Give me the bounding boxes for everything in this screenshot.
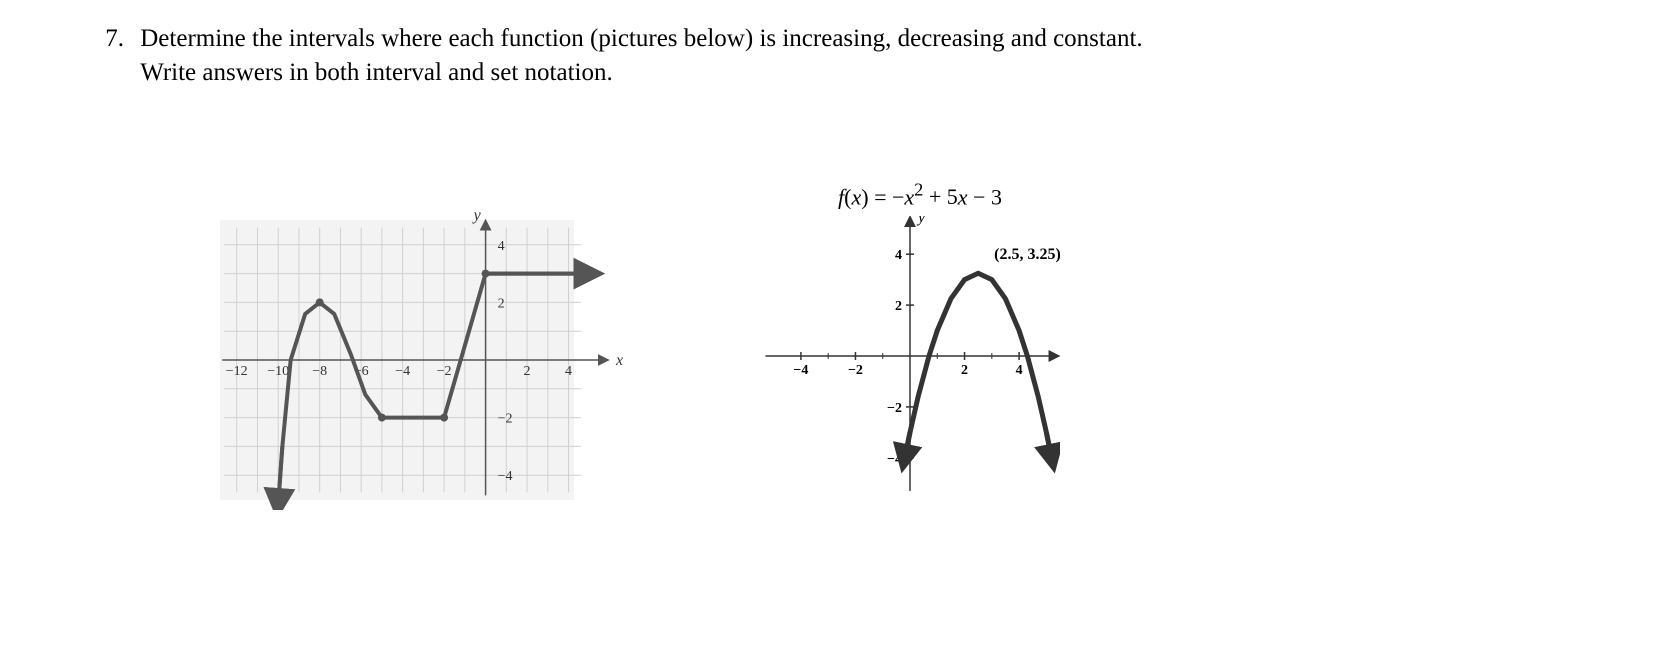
svg-text:2: 2 bbox=[961, 363, 968, 378]
question-text: Determine the intervals where each funct… bbox=[140, 22, 1540, 90]
svg-text:−2: −2 bbox=[848, 363, 863, 378]
function-label: f(x) = −x2 + 5x − 3 bbox=[760, 180, 1080, 210]
svg-text:−2: −2 bbox=[498, 412, 513, 427]
svg-text:y: y bbox=[472, 210, 482, 224]
svg-text:−8: −8 bbox=[312, 364, 327, 379]
svg-text:−4: −4 bbox=[395, 364, 410, 379]
svg-text:−12: −12 bbox=[226, 364, 248, 379]
svg-text:−4: −4 bbox=[498, 469, 513, 484]
left-graph: −12−10−8−6−4−224−4−224xy bbox=[210, 210, 640, 510]
svg-text:2: 2 bbox=[524, 364, 531, 379]
left-graph-container: −12−10−8−6−4−224−4−224xy bbox=[210, 210, 640, 510]
svg-text:4: 4 bbox=[895, 249, 902, 264]
svg-text:4: 4 bbox=[1016, 363, 1023, 378]
question-line-1: Determine the intervals where each funct… bbox=[140, 25, 1142, 52]
page: 7. Determine the intervals where each fu… bbox=[0, 0, 1668, 663]
svg-text:4: 4 bbox=[565, 364, 572, 379]
svg-text:−10: −10 bbox=[267, 364, 289, 379]
svg-text:y: y bbox=[916, 216, 926, 226]
svg-text:x: x bbox=[615, 352, 623, 369]
svg-text:4: 4 bbox=[498, 239, 505, 254]
right-graph: −4−224−4−224xy(2.5, 3.25) bbox=[760, 216, 1060, 496]
right-graph-container: f(x) = −x2 + 5x − 3 −4−224−4−224xy(2.5, … bbox=[760, 180, 1080, 496]
question-line-2: Write answers in both interval and set n… bbox=[140, 59, 613, 86]
svg-text:−4: −4 bbox=[793, 363, 808, 378]
svg-text:2: 2 bbox=[498, 296, 505, 311]
question-number: 7. bbox=[80, 22, 134, 56]
svg-text:(2.5, 3.25): (2.5, 3.25) bbox=[994, 247, 1060, 264]
svg-text:−4: −4 bbox=[887, 452, 902, 467]
svg-text:2: 2 bbox=[895, 299, 902, 314]
question-block: 7. Determine the intervals where each fu… bbox=[80, 22, 1580, 90]
svg-text:−2: −2 bbox=[437, 364, 452, 379]
svg-text:−2: −2 bbox=[887, 401, 902, 416]
